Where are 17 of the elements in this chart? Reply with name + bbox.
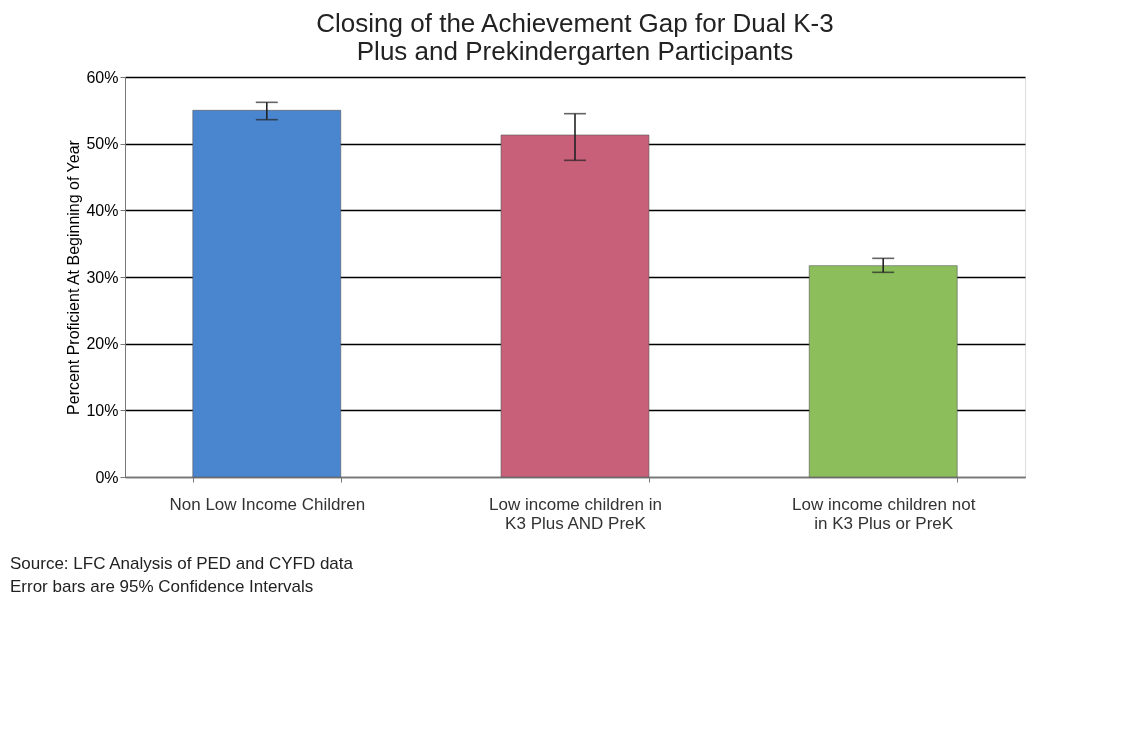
y-axis-title: Percent Proficient At Beginning of Year	[65, 139, 83, 415]
y-tick-label: 60%	[86, 68, 119, 86]
text: Error bars are 95% Confidence Intervals	[10, 576, 314, 596]
bar	[808, 265, 958, 478]
y-tick-label: 50%	[86, 135, 119, 153]
x-tick-label: Low income children in K3 Plus AND PreK	[489, 494, 662, 533]
x-tick-label: Low income children not in K3 Plus or PreK	[792, 494, 976, 533]
chart-title: Closing of the Achievement Gap for Dual K-3 Plus and Prekindergarten Participants	[316, 8, 834, 66]
y-tick-label: 0%	[95, 468, 119, 486]
y-tick-label: 20%	[86, 335, 119, 353]
x-tick-label: Non Low Income Children	[169, 494, 366, 514]
y-tick-label: 40%	[86, 201, 119, 219]
y-tick-label: 30%	[86, 268, 119, 286]
source-note: Source: LFC Analysis of PED and CYFD data	[10, 553, 354, 573]
bar	[192, 110, 342, 478]
bar	[500, 134, 650, 478]
y-tick-label: 10%	[86, 401, 119, 419]
